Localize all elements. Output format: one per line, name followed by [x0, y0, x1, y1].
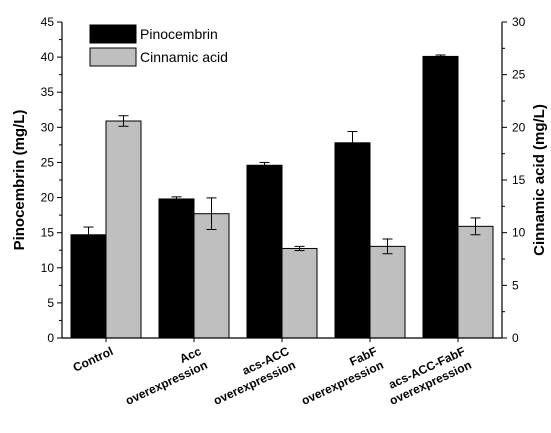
y-tick-label-left: 15 [41, 226, 55, 240]
axes-layer [57, 21, 507, 342]
bar-pinocembrin [158, 198, 195, 339]
bar-cinnamic-acid [105, 120, 142, 339]
bar-cinnamic-acid [193, 213, 230, 339]
x-tick-label: acs-ACC-FabFoverexpression [381, 344, 474, 408]
x-tick-label: Accoverexpression [117, 344, 210, 408]
y-tick-label-left: 0 [47, 331, 54, 345]
y-tick-label-right: 30 [512, 15, 526, 29]
y-tick-label-right: 25 [512, 68, 526, 82]
y-axis-title-right: Cinnamic acid (mg/L) [531, 104, 548, 256]
legend: Pinocembrin Cinnamic acid [89, 24, 228, 67]
y-tick-label-left: 25 [41, 155, 55, 169]
x-tick-label: Control [71, 344, 116, 375]
y-tick-label-right: 15 [512, 173, 526, 187]
y-tick-label-right: 10 [512, 226, 526, 240]
y-tick-label-right: 20 [512, 120, 526, 134]
y-tick-label-right: 0 [512, 331, 519, 345]
bar-cinnamic-acid [457, 225, 494, 339]
y-tick-label-right: 5 [512, 278, 519, 292]
y-tick-label-left: 40 [41, 50, 55, 64]
bar-cinnamic-acid [369, 245, 406, 339]
x-tick-label: FabFoverexpression [293, 344, 386, 408]
bar-pinocembrin [334, 142, 371, 339]
legend-label: Pinocembrin [140, 26, 218, 42]
legend-swatch [89, 47, 137, 67]
y-axis-title-left: Pinocembrin (mg/L) [11, 110, 28, 251]
y-tick-label-left: 35 [41, 85, 55, 99]
legend-label: Cinnamic acid [140, 49, 228, 65]
bar-pinocembrin [246, 164, 283, 339]
y-tick-label-left: 5 [47, 296, 54, 310]
bar-pinocembrin [422, 55, 459, 339]
x-tick-label: acs-ACCoverexpression [205, 344, 298, 408]
bar-cinnamic-acid [281, 247, 318, 339]
y-tick-label-left: 10 [41, 261, 55, 275]
legend-swatch [89, 24, 137, 44]
y-tick-label-left: 45 [41, 15, 55, 29]
y-tick-label-left: 30 [41, 120, 55, 134]
y-tick-label-left: 20 [41, 191, 55, 205]
bars-layer [70, 54, 494, 339]
bar-pinocembrin [70, 234, 107, 339]
